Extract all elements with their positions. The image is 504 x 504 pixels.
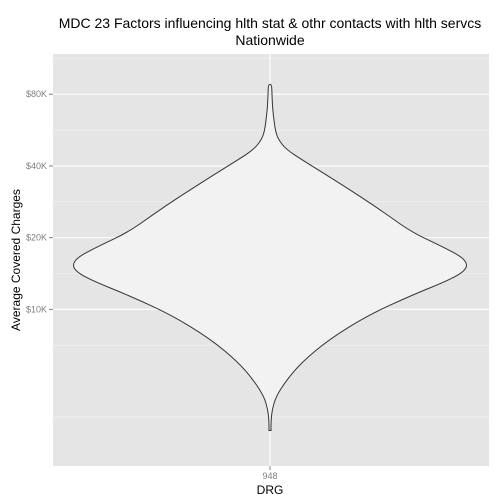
violin-948	[73, 83, 467, 431]
y-tick-label: $10K	[26, 304, 47, 314]
chart-title-line-2: Nationwide	[235, 32, 304, 48]
axis-layer: $10K $20K $40K $80K 948	[26, 89, 278, 481]
y-tick-label: $80K	[26, 89, 47, 99]
y-axis-title: Average Covered Charges	[9, 189, 23, 331]
x-tick-label: 948	[262, 471, 277, 481]
y-tick-label: $40K	[26, 161, 47, 171]
violin-layer	[73, 83, 467, 431]
y-tick-label: $20K	[26, 233, 47, 243]
chart-title-line-1: MDC 23 Factors influencing hlth stat & o…	[59, 15, 482, 31]
x-axis-title: DRG	[257, 483, 284, 497]
